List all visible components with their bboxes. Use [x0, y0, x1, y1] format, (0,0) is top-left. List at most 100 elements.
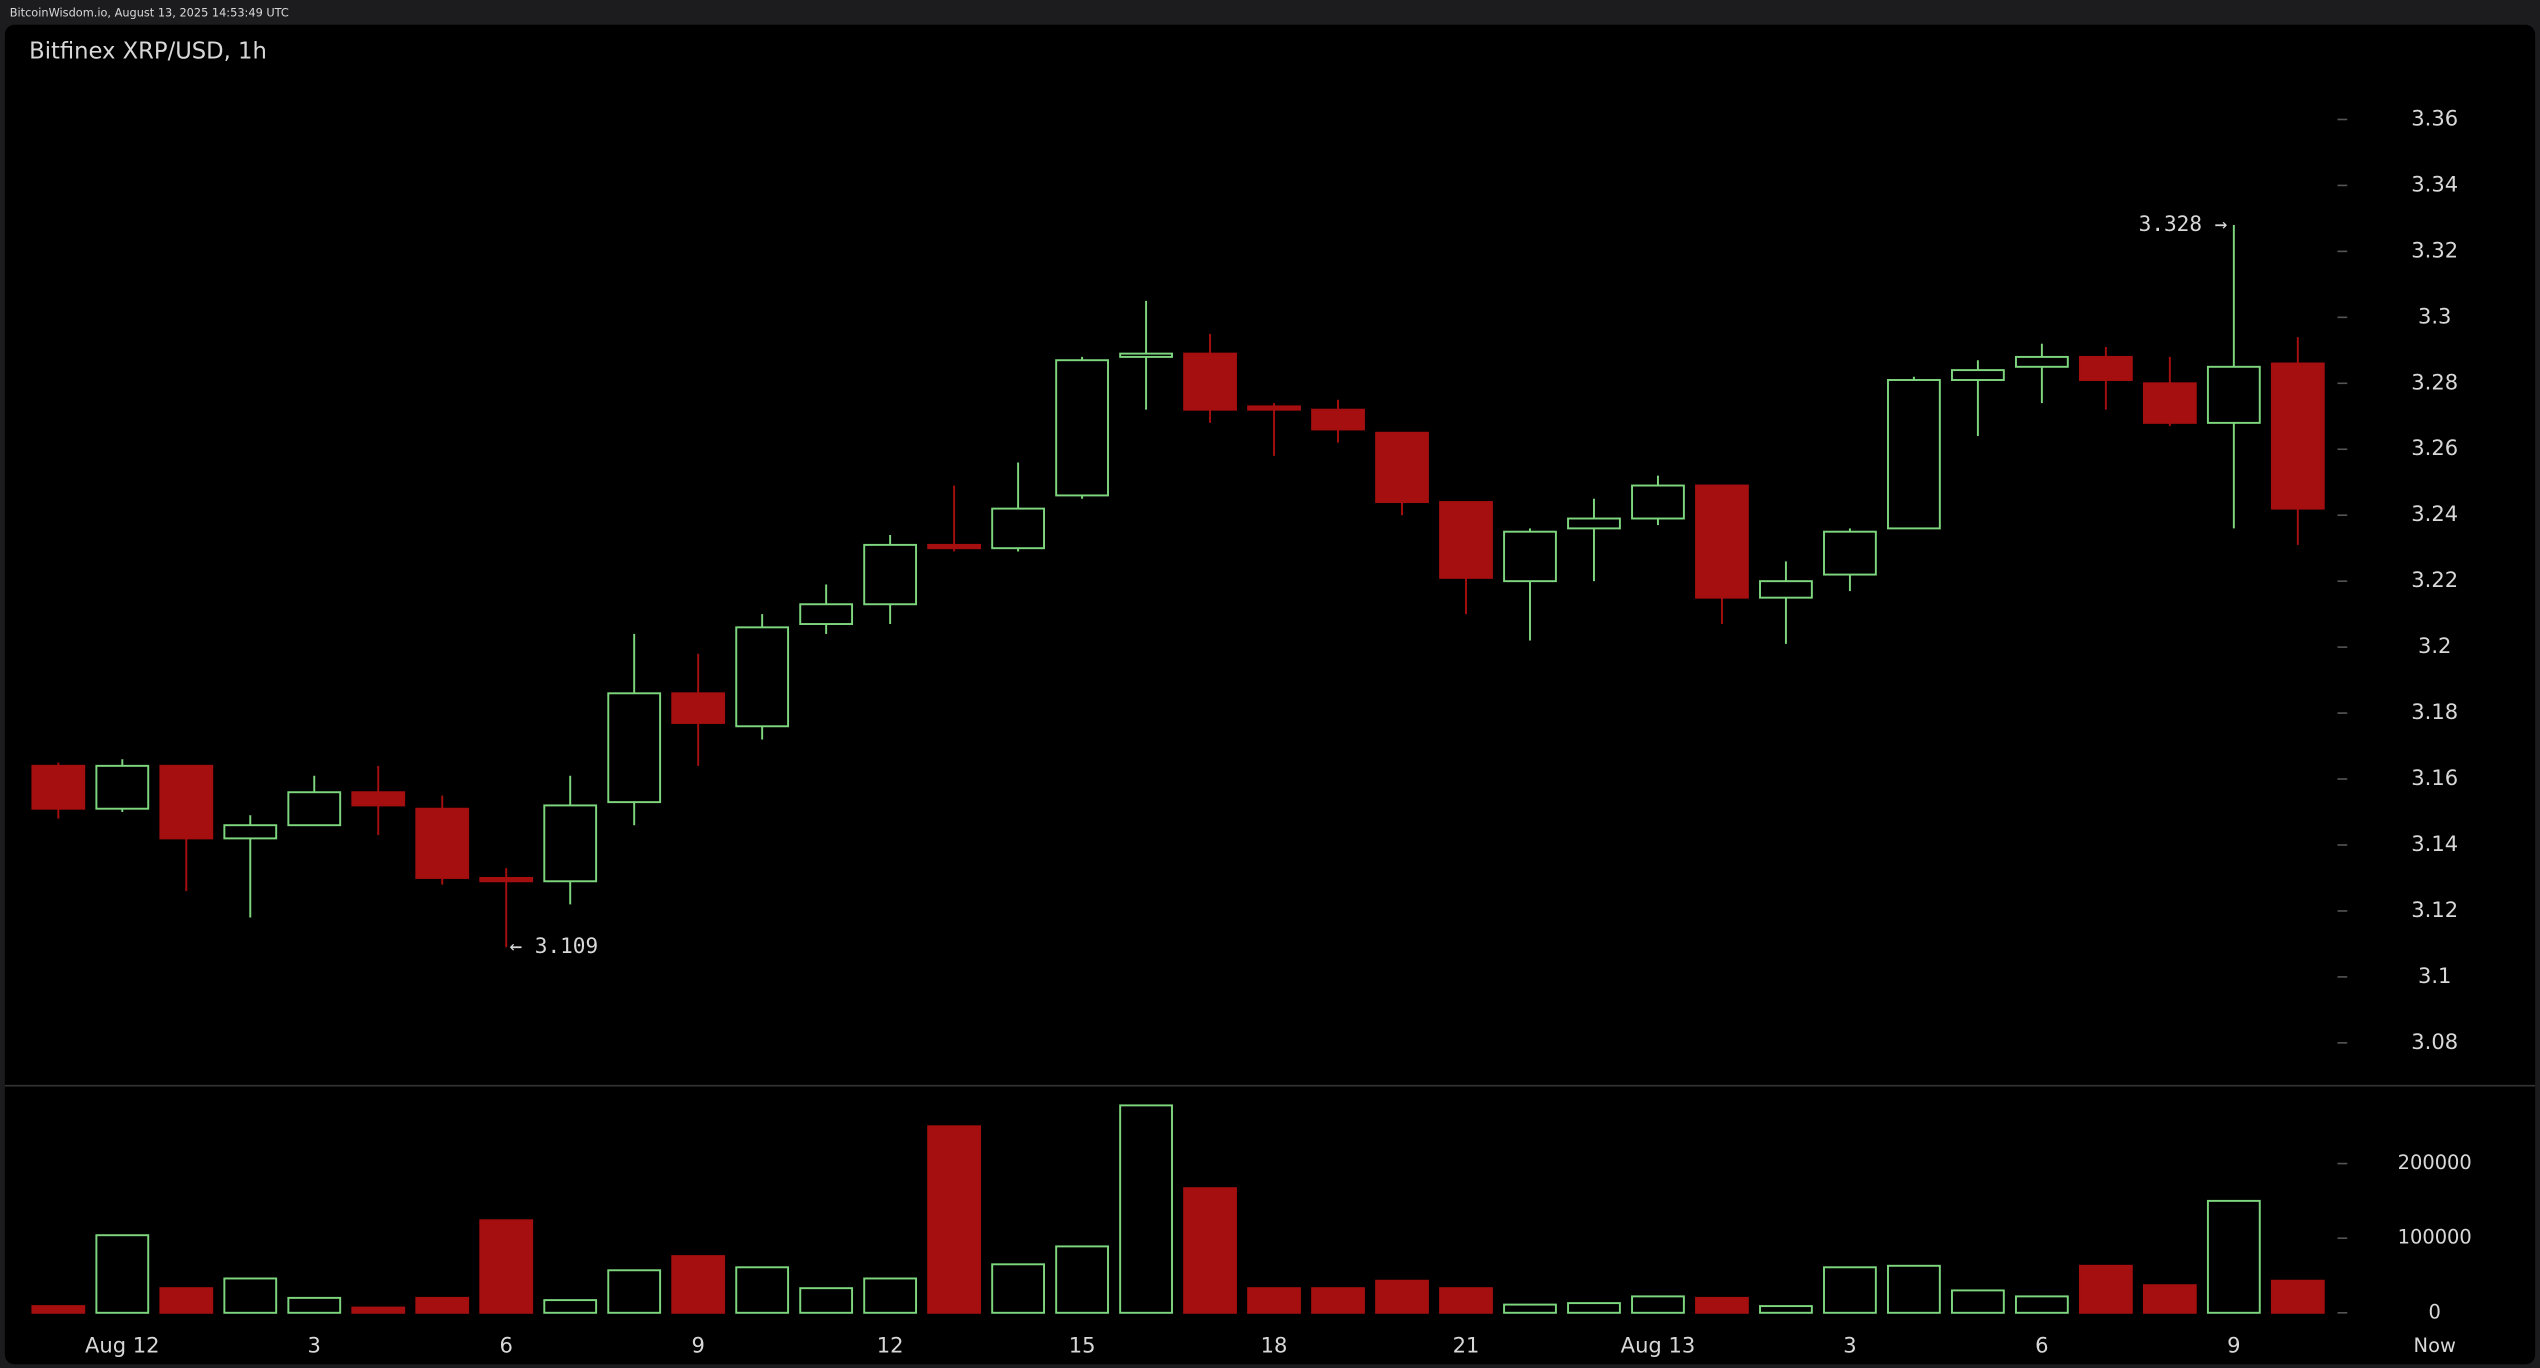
- candle-body: [1311, 408, 1365, 431]
- volume-bar: [1695, 1296, 1749, 1314]
- x-tick-label: 9: [2227, 1333, 2240, 1358]
- candle-body: [607, 692, 662, 804]
- candle-body: [2270, 362, 2325, 510]
- volume-tick-label: 100000: [2398, 1226, 2472, 1249]
- volume-bar: [799, 1287, 854, 1314]
- candle-body: [1631, 484, 1685, 520]
- volume-bar: [1823, 1266, 1877, 1314]
- y-tick-label: 3.32: [2411, 237, 2458, 262]
- volume-bar: [2270, 1279, 2325, 1314]
- volume-bar: [1375, 1279, 1429, 1314]
- candle-body: [671, 692, 726, 724]
- candle-body: [799, 603, 854, 626]
- volume-bar: [2078, 1264, 2133, 1314]
- candle-body: [1759, 580, 1813, 599]
- volume-bar: [1631, 1295, 1685, 1314]
- volume-bar: [2206, 1199, 2261, 1314]
- candle-body: [1887, 379, 1941, 530]
- volume-bar: [1055, 1245, 1109, 1314]
- candle-body: [735, 626, 790, 728]
- volume-bar: [543, 1299, 598, 1314]
- volume-bar: [479, 1219, 534, 1314]
- y-tick-label: 3.34: [2411, 171, 2458, 196]
- candle-body: [351, 791, 406, 807]
- volume-bar: [1311, 1287, 1365, 1314]
- candle-body: [991, 507, 1045, 550]
- volume-bar: [287, 1296, 342, 1314]
- y-tick-label: 3.12: [2411, 897, 2458, 922]
- volume-bar: [1567, 1302, 1621, 1314]
- volume-bar: [1439, 1287, 1493, 1314]
- x-tick-label: 3: [1843, 1333, 1856, 1358]
- volume-bar: [223, 1277, 278, 1314]
- annotation: ← 3.109: [509, 933, 598, 958]
- candle-body: [1119, 352, 1173, 358]
- chart-panel: [4, 24, 2536, 1365]
- candle-body: [479, 876, 534, 883]
- candle-body: [1247, 405, 1301, 411]
- candle-body: [223, 824, 278, 840]
- candle-body: [863, 543, 918, 606]
- y-tick-label: 3.1: [2418, 963, 2451, 988]
- volume-bar: [2014, 1295, 2069, 1314]
- candle-body: [287, 791, 342, 827]
- x-tick-label: 15: [1069, 1333, 1096, 1358]
- volume-bar: [159, 1287, 214, 1314]
- volume-bar: [351, 1306, 406, 1314]
- y-tick-label: 3.3: [2418, 303, 2451, 328]
- x-tick-label: Aug 12: [85, 1333, 160, 1358]
- volume-bar: [1247, 1287, 1301, 1314]
- candle-body: [1055, 359, 1109, 497]
- x-tick-label: 6: [500, 1333, 513, 1358]
- candle-body: [159, 764, 214, 840]
- y-tick-label: 3.16: [2411, 765, 2458, 790]
- x-tick-label: 6: [2035, 1333, 2048, 1358]
- volume-tick-label: 200000: [2398, 1151, 2472, 1174]
- y-tick-label: 3.08: [2411, 1029, 2458, 1054]
- candle-body: [2142, 382, 2197, 424]
- x-tick-label: 12: [877, 1333, 904, 1358]
- volume-bar: [863, 1277, 918, 1314]
- candle-body: [2014, 355, 2069, 368]
- candle-body: [1375, 431, 1429, 503]
- x-tick-label: Aug 13: [1621, 1333, 1696, 1358]
- volume-bar: [31, 1305, 86, 1314]
- candle-body: [1695, 484, 1749, 599]
- x-tick-label: 9: [691, 1333, 704, 1358]
- candle-body: [2078, 355, 2133, 381]
- volume-bar: [991, 1263, 1045, 1314]
- volume-bar: [2142, 1284, 2197, 1314]
- candle-body: [2206, 365, 2261, 424]
- volume-bar: [927, 1125, 982, 1314]
- y-tick-label: 3.22: [2411, 567, 2458, 592]
- volume-bar: [1183, 1187, 1237, 1314]
- volume-bar: [1503, 1303, 1557, 1314]
- header: BitcoinWisdom.io, August 13, 2025 14:53:…: [10, 5, 289, 19]
- y-tick-label: 3.26: [2411, 435, 2458, 460]
- volume-bar: [735, 1266, 790, 1314]
- volume-bar: [671, 1255, 726, 1314]
- candle-body: [1503, 530, 1557, 583]
- candle-body: [95, 764, 150, 810]
- y-tick-label: 3.36: [2411, 105, 2458, 130]
- candle-body: [31, 764, 86, 810]
- volume-bar: [1119, 1104, 1173, 1314]
- candle-body: [1439, 501, 1493, 579]
- now-label: Now: [2414, 1334, 2456, 1357]
- volume-tick-label: 0: [2429, 1300, 2441, 1323]
- y-tick-label: 3.28: [2411, 369, 2458, 394]
- y-tick-label: 3.24: [2411, 501, 2458, 526]
- volume-bar: [415, 1296, 470, 1314]
- candle-body: [1183, 352, 1237, 411]
- candle-body: [1567, 517, 1621, 530]
- volume-bar: [95, 1234, 150, 1314]
- candle-body: [927, 543, 982, 550]
- x-tick-label: 3: [308, 1333, 321, 1358]
- volume-bar: [1951, 1289, 2005, 1314]
- x-tick-label: 18: [1261, 1333, 1288, 1358]
- candle-body: [543, 804, 598, 883]
- candle-body: [415, 807, 470, 879]
- y-tick-label: 3.14: [2411, 831, 2458, 856]
- annotation: 3.328 →: [2139, 211, 2228, 236]
